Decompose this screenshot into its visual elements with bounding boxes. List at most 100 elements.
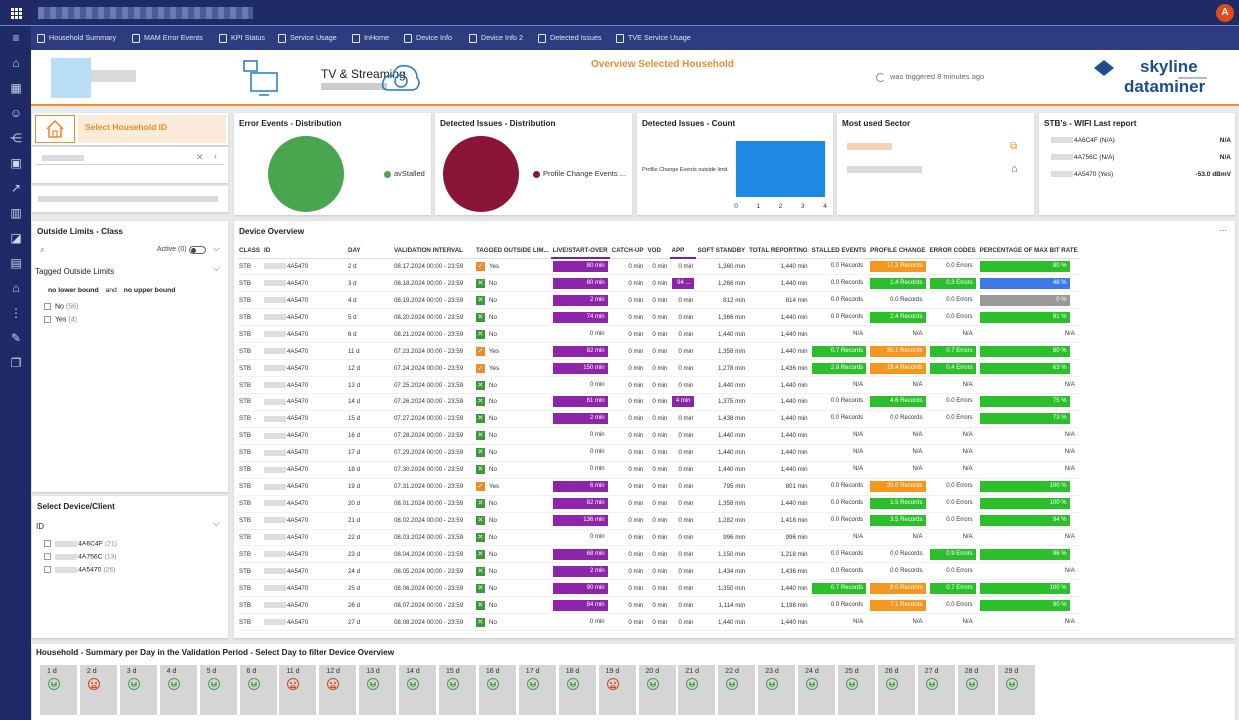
chevron-left-icon[interactable]: ‹ xyxy=(214,151,217,161)
day-tile[interactable]: 16 d xyxy=(478,665,516,715)
table-icon[interactable]: ▤ xyxy=(10,256,22,270)
tab-household-summary[interactable]: Household Summary xyxy=(37,26,116,50)
day-tile[interactable]: 1 d xyxy=(40,665,77,715)
image-icon[interactable]: ▣ xyxy=(10,156,22,170)
app-launcher-icon[interactable] xyxy=(11,8,22,19)
column-header[interactable]: VALIDATION INTERVAL xyxy=(391,244,474,259)
day-tile[interactable]: 14 d xyxy=(399,665,437,715)
day-tile[interactable]: 15 d xyxy=(439,665,476,715)
trend-icon[interactable]: ↗ xyxy=(10,181,22,195)
bar-chart-icon[interactable]: ▥ xyxy=(10,206,22,220)
option-no[interactable]: No (56) xyxy=(44,303,78,310)
table-row[interactable]: STB 4A5470 13 d 07.25.2024 00:00 - 23:59 ✕ No… xyxy=(237,376,1080,394)
area-chart-icon[interactable]: ◪ xyxy=(10,231,22,245)
column-header[interactable]: TAGGED OUTSIDE LIM... xyxy=(473,244,551,259)
checkbox[interactable] xyxy=(44,566,51,573)
day-tile[interactable]: 19 d xyxy=(598,665,636,715)
table-row[interactable]: STB 4A5470 24 d 08.05.2024 00:00 - 23:59 ✕ No… xyxy=(237,562,1080,581)
column-header[interactable]: STALLED EVENTS xyxy=(809,244,869,259)
tab-device-info[interactable]: Device Info xyxy=(404,26,452,50)
day-tile[interactable]: 6 d xyxy=(239,665,277,715)
table-row[interactable]: STB 4A5470 3 d 08.18.2024 00:00 - 23:59 ✕ No 8… xyxy=(237,274,1080,293)
tab-service-usage[interactable]: Service Usage xyxy=(278,26,337,50)
checkbox[interactable] xyxy=(44,316,51,323)
select-household-title[interactable]: Select Household ID xyxy=(78,115,226,143)
day-tile[interactable]: 2 d xyxy=(79,665,117,715)
chevron-down-icon[interactable]: ⌵ xyxy=(213,518,220,528)
day-tile[interactable]: 3 d xyxy=(119,665,157,715)
device-option[interactable]: 4A6C4F (21) xyxy=(44,540,117,547)
day-tile[interactable]: 25 d xyxy=(838,665,875,715)
tab-device-info-2[interactable]: Device Info 2 xyxy=(469,26,523,50)
day-tile[interactable]: 21 d xyxy=(678,665,716,715)
column-header[interactable]: TOTAL REPORTING xyxy=(747,244,810,259)
column-header[interactable]: DAY xyxy=(345,244,392,259)
table-row[interactable]: STB 4A5470 22 d 08.03.2024 00:00 - 23:59 ✕ No… xyxy=(237,529,1080,547)
pie-slice-avstalled[interactable] xyxy=(268,136,344,212)
table-row[interactable]: STB 4A5470 4 d 08.19.2024 00:00 - 23:59 ✕ No 2… xyxy=(237,291,1080,310)
network-icon[interactable]: ⋮ xyxy=(10,306,22,320)
device-option[interactable]: 4A5470 (26) xyxy=(44,566,115,573)
column-header[interactable]: CLASS xyxy=(237,244,262,259)
column-header[interactable]: PROFILE CHANGE xyxy=(868,244,928,259)
day-tile[interactable]: 28 d xyxy=(957,665,995,715)
day-tile[interactable]: 27 d xyxy=(917,665,955,715)
table-row[interactable]: STB 4A5470 17 d 07.29.2024 00:00 - 23:59 ✕ No… xyxy=(237,444,1080,462)
table-row[interactable]: STB 4A5470 11 d 07.23.2024 00:00 - 23:59 ✓ Ye… xyxy=(237,342,1080,361)
table-row[interactable]: STB 4A5470 21 d 08.02.2024 00:00 - 23:59 ✕ No… xyxy=(237,512,1080,530)
wrench-icon[interactable]: ✎ xyxy=(10,331,22,345)
table-row[interactable]: STB 4A5470 27 d 08.08.2024 00:00 - 23:59 ✕ No… xyxy=(237,613,1080,632)
chevron-down-icon[interactable]: ⌵ xyxy=(213,263,220,273)
home-icon[interactable]: ⌂ xyxy=(12,56,20,70)
hamburger-icon[interactable]: ≡ xyxy=(12,31,20,45)
day-tile[interactable]: 4 d xyxy=(159,665,197,715)
refresh-icon[interactable] xyxy=(876,72,885,82)
option-yes[interactable]: Yes (4) xyxy=(44,316,77,323)
day-tile[interactable]: 17 d xyxy=(518,665,556,715)
sector-link-icon[interactable]: ⧉ xyxy=(1010,141,1018,152)
table-row[interactable]: STB 4A5470 18 d 07.30.2024 00:00 - 23:59 ✕ No… xyxy=(237,461,1080,479)
device-option[interactable]: 4A756C (13) xyxy=(44,553,117,560)
day-tile[interactable]: 12 d xyxy=(319,665,357,715)
day-tile[interactable]: 20 d xyxy=(638,665,676,715)
table-row[interactable]: STB 4A5470 14 d 07.26.2024 00:00 - 23:59 ✕ No… xyxy=(237,393,1080,411)
tab-kpi-status[interactable]: KPI Status xyxy=(219,26,265,50)
home-button[interactable] xyxy=(35,115,75,143)
column-header[interactable]: VOD xyxy=(645,244,670,259)
table-row[interactable]: STB 4A5470 25 d 08.06.2024 00:00 - 23:59 ✕ No… xyxy=(237,579,1080,598)
documents-icon[interactable]: ❐ xyxy=(10,356,22,370)
pie-slice-profile-change[interactable] xyxy=(443,136,519,212)
column-header[interactable]: PERCENTAGE OF MAX BIT RATE xyxy=(977,244,1080,259)
user-icon[interactable]: ☺ xyxy=(9,106,23,120)
column-header[interactable]: LIVE/START-OVER xyxy=(550,244,610,259)
day-tile[interactable]: 5 d xyxy=(199,665,237,715)
share-icon[interactable]: ⋲ xyxy=(10,131,22,145)
tab-mam-error-events[interactable]: MAM Error Events xyxy=(132,26,203,50)
clear-icon[interactable]: ✕ xyxy=(196,152,204,162)
day-tile[interactable]: 23 d xyxy=(758,665,796,715)
tab-inhome[interactable]: InHome xyxy=(352,26,389,50)
checkbox[interactable] xyxy=(44,303,51,310)
table-row[interactable]: STB 4A5470 23 d 08.04.2024 00:00 - 23:59 ✕ No… xyxy=(237,545,1080,564)
table-row[interactable]: STB 4A5470 19 d 07.31.2024 00:00 - 23:59 ✓ Ye… xyxy=(237,478,1080,496)
column-header[interactable]: SOFT STANDBY xyxy=(695,244,748,259)
day-tile[interactable]: 24 d xyxy=(798,665,836,715)
table-row[interactable]: STB 4A5470 6 d 08.21.2024 00:00 - 23:59 ✕ No 0… xyxy=(237,325,1080,344)
checkbox[interactable] xyxy=(44,540,51,547)
day-tile[interactable]: 29 d xyxy=(997,665,1035,715)
dashboard-icon[interactable]: ▦ xyxy=(10,81,22,95)
tab-detected-issues[interactable]: Detected Issues xyxy=(538,26,602,50)
column-header[interactable]: ID xyxy=(261,244,346,259)
search-icon[interactable]: ⌕ xyxy=(40,245,45,254)
table-row[interactable]: STB 4A5470 12 d 07.24.2024 00:00 - 23:59 ✓ Ye… xyxy=(237,359,1080,378)
day-tile[interactable]: 11 d xyxy=(279,665,317,715)
more-options-icon[interactable]: ... xyxy=(1219,223,1227,233)
building-icon[interactable]: ⌂ xyxy=(12,281,20,295)
day-tile[interactable]: 13 d xyxy=(359,665,397,715)
tab-tve-service-usage[interactable]: TVE Service Usage xyxy=(616,26,691,50)
user-avatar[interactable]: A xyxy=(1216,4,1234,22)
checkbox[interactable] xyxy=(44,553,51,560)
table-row[interactable]: STB 4A5470 20 d 08.01.2024 00:00 - 23:59 ✕ No… xyxy=(237,495,1080,513)
day-tile[interactable]: 26 d xyxy=(877,665,915,715)
table-row[interactable]: STB 4A5470 5 d 08.20.2024 00:00 - 23:59 ✕ No 7… xyxy=(237,308,1080,327)
